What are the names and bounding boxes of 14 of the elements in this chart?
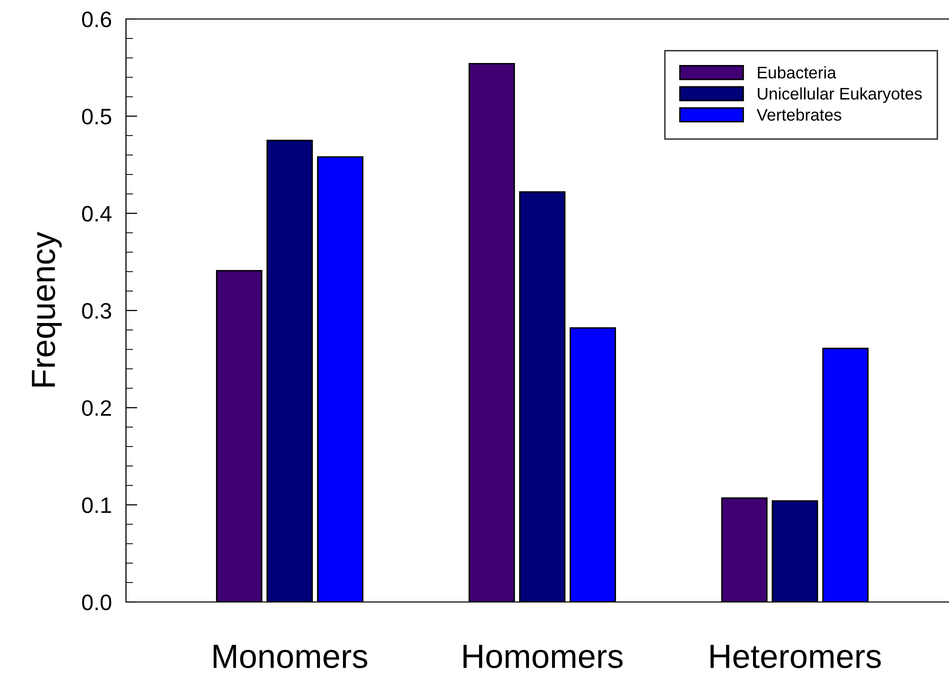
legend-label: Vertebrates <box>756 108 842 121</box>
y-tick-label: 0.2 <box>82 400 111 416</box>
y-tick-label: 0.4 <box>82 206 112 222</box>
legend-label: Eubacteria <box>758 66 836 78</box>
y-tick-label: 0.0 <box>82 594 112 610</box>
x-tick-label: Monomers <box>214 644 368 668</box>
y-tick-label: 0.3 <box>82 303 112 319</box>
x-tick-label: Homomers <box>464 644 623 668</box>
y-tick-label: 0.5 <box>82 108 112 124</box>
y-axis-title: Frequency <box>32 232 62 387</box>
x-tick-label: Heteromers <box>710 644 881 668</box>
y-tick-label: 0.1 <box>82 497 112 514</box>
y-tick-label: 0.6 <box>82 12 112 28</box>
legend-label: Unicellular Eukaryotes <box>758 87 922 103</box>
